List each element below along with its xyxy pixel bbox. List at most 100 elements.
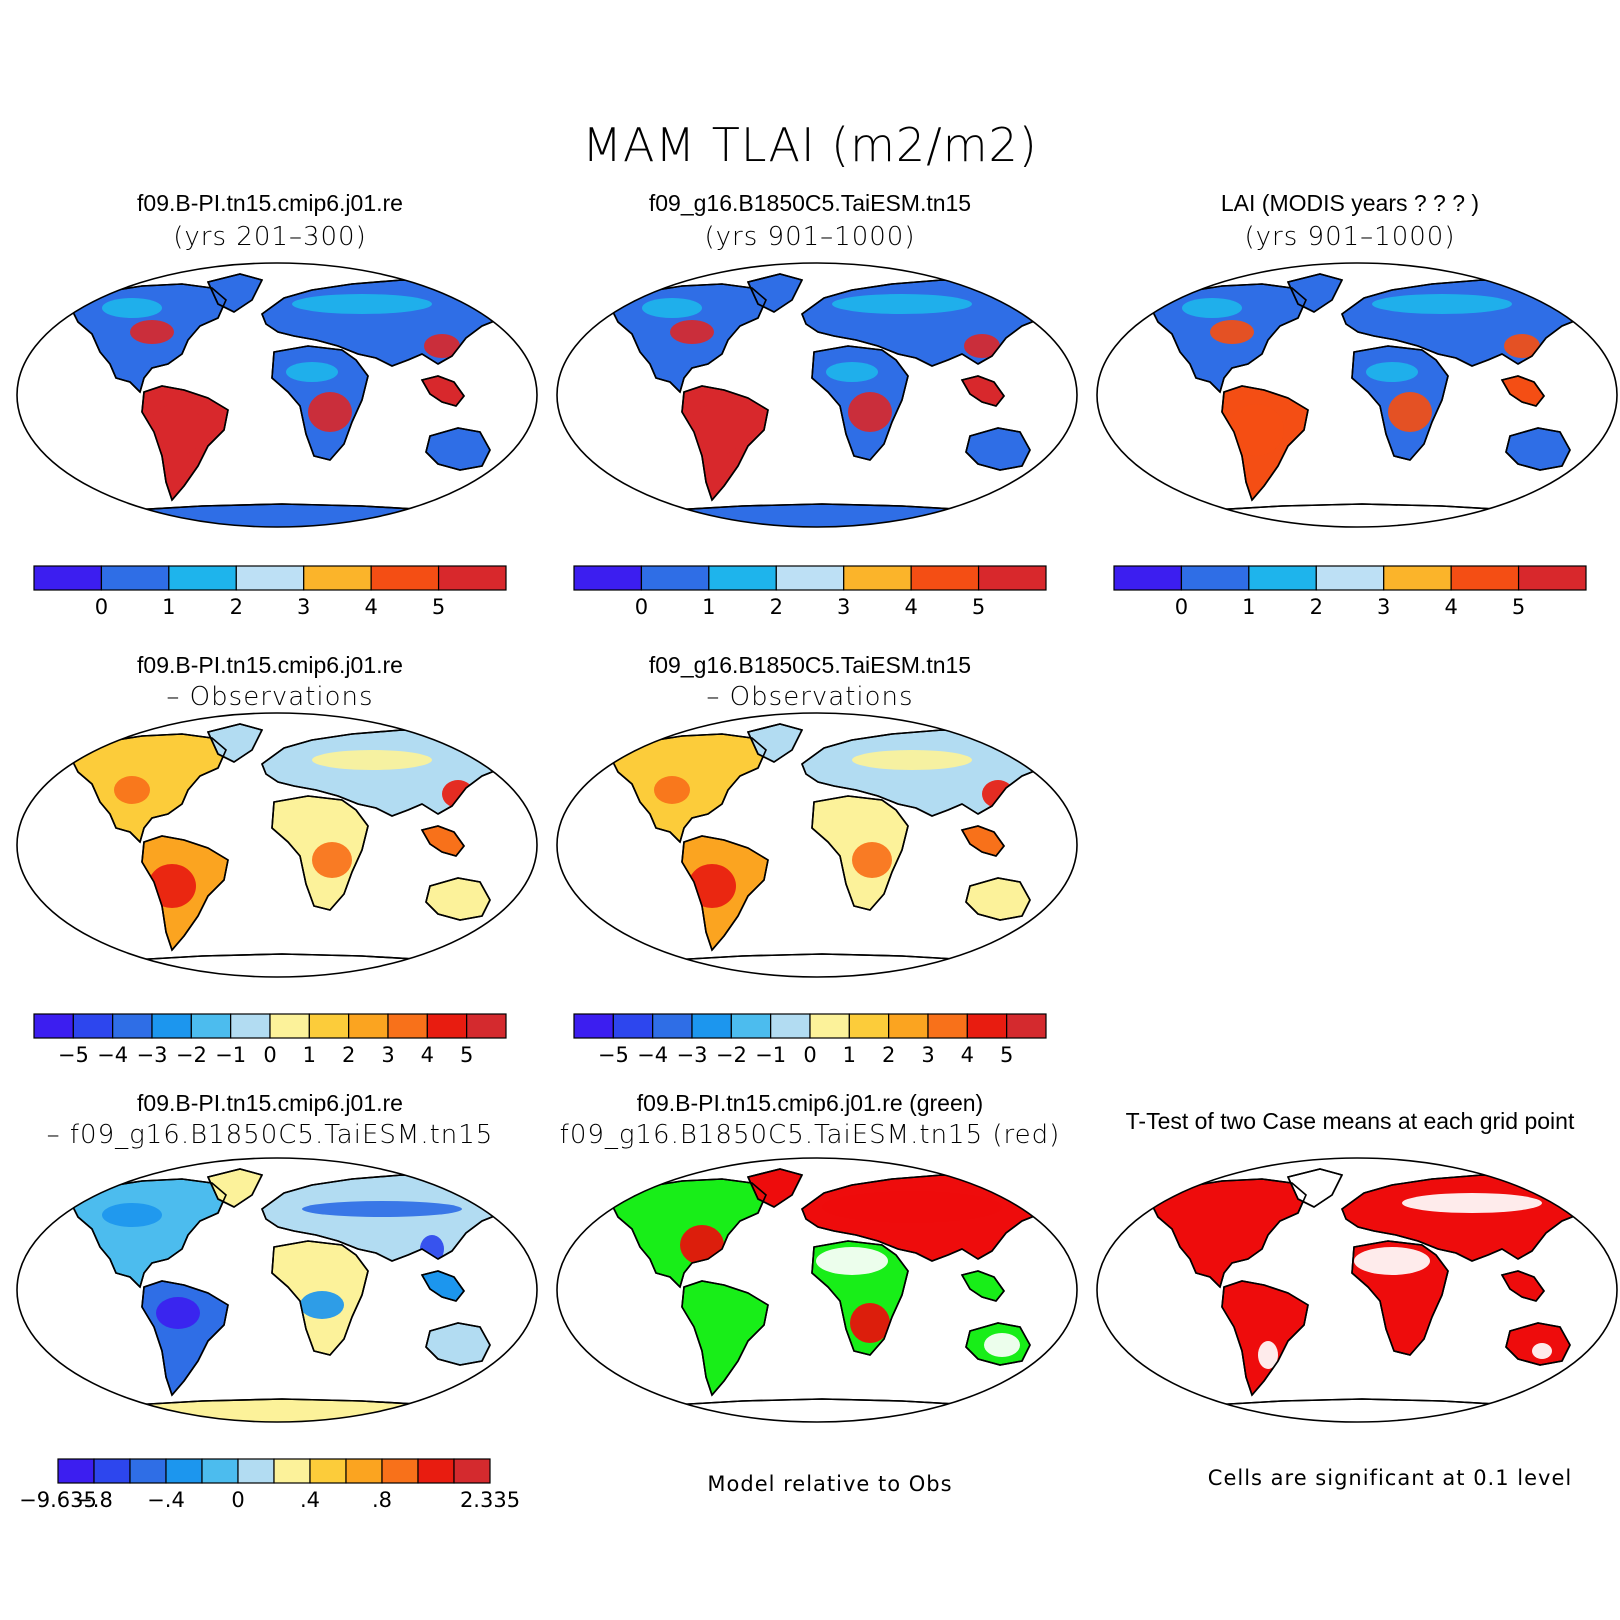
shading-patch <box>1182 298 1242 318</box>
coastline <box>1500 375 1546 407</box>
coastline <box>425 427 491 471</box>
coastline <box>206 723 264 763</box>
coastline <box>811 1240 909 1356</box>
colorbar-swatch <box>235 565 305 591</box>
shading-patch <box>654 776 690 804</box>
coastline <box>1221 385 1309 502</box>
coastline <box>1351 1240 1449 1356</box>
shading-patch <box>848 392 892 432</box>
colorbar-tick-label: 1 <box>1242 595 1255 619</box>
coastline <box>271 345 369 461</box>
shading-patch <box>852 842 892 878</box>
colorbar-tick-label: 1 <box>303 1043 316 1067</box>
coastline <box>746 723 804 763</box>
colorbar-swatch <box>303 565 372 591</box>
colorbar-tick-label: −5 <box>598 1043 629 1067</box>
coastline <box>141 835 229 952</box>
coastline <box>425 1322 491 1366</box>
colorbar-tick-label: 4 <box>961 1043 974 1067</box>
colorbar-tick-label: .8 <box>372 1488 392 1512</box>
colorbar-swatch <box>100 565 170 591</box>
colorbar-swatch <box>381 1458 419 1484</box>
colorbar-tick-label: 0 <box>1175 595 1188 619</box>
colorbar-tick-label: 4 <box>904 595 917 619</box>
coastline <box>1148 1178 1307 1289</box>
colorbar-swatch <box>129 1458 167 1484</box>
coastline <box>801 729 1054 817</box>
colorbar-swatch <box>770 1013 811 1039</box>
shading-patch <box>670 320 714 344</box>
shading-patch <box>1372 294 1512 314</box>
colorbar-swatch <box>165 1458 203 1484</box>
colorbar-swatch <box>230 1013 271 1039</box>
coastline <box>960 375 1006 407</box>
panel-7-subtitle: f09_g16.B1850C5.TaiESM.tn15 (red) <box>559 1120 1061 1150</box>
map-panel-1 <box>16 262 538 528</box>
shading-patch <box>102 1203 162 1227</box>
shading-patch <box>156 1297 200 1329</box>
coastline <box>681 1280 769 1397</box>
colorbar-swatch <box>1450 565 1520 591</box>
map-border <box>16 262 538 528</box>
shading-patch <box>308 392 352 432</box>
colorbar-swatch <box>57 1458 95 1484</box>
colorbar-swatch <box>168 565 237 591</box>
colorbar-tick-label: 2 <box>882 1043 895 1067</box>
shading-patch <box>826 362 878 382</box>
colorbar-swatch <box>977 565 1047 591</box>
shading-patch <box>1532 1343 1552 1359</box>
coastline <box>1221 1280 1309 1397</box>
shading-patch <box>982 780 1014 808</box>
coastline <box>1148 283 1307 394</box>
colorbar-tick-label: −.4 <box>147 1488 185 1512</box>
coastline <box>965 1322 1031 1366</box>
colorbar-tick-label: −1 <box>755 1043 786 1067</box>
colorbar-swatch <box>708 565 777 591</box>
colorbar-tick-label: 2.335 <box>460 1488 520 1512</box>
colorbar-swatch <box>775 565 845 591</box>
colorbar-tick-label: 3 <box>837 595 850 619</box>
map-panel-3 <box>1096 262 1618 528</box>
panel-6-subtitle: – f09_g16.B1850C5.TaiESM.tn15 <box>46 1120 494 1150</box>
panel-1-subtitle: (yrs 201–300) <box>173 222 367 252</box>
coastline <box>608 733 767 844</box>
shading-patch <box>688 864 736 908</box>
colorbar-tick-label: 1 <box>702 595 715 619</box>
map-panel-6 <box>16 1157 538 1423</box>
colorbar-swatch <box>848 1013 890 1039</box>
coastline <box>68 733 227 844</box>
shading-patch <box>442 780 474 808</box>
shading-patch <box>1504 334 1540 358</box>
shading-patch <box>1228 404 1284 456</box>
colorbar-tick-label: 5 <box>1000 1043 1013 1067</box>
colorbar-panel-1: 0 1 2 3 4 5 <box>33 565 507 619</box>
colorbar-tick-label: 4 <box>421 1043 434 1067</box>
figure-title: MAM TLAI (m2/m2) <box>582 118 1038 172</box>
shading-patch <box>816 1247 888 1275</box>
shading-patch <box>850 1303 890 1343</box>
colorbar-swatch <box>273 1458 311 1484</box>
colorbar-tick-label: 4 <box>364 595 377 619</box>
colorbar-tick-label: 2 <box>770 595 783 619</box>
coastline <box>1505 1322 1571 1366</box>
colorbar-swatch <box>1113 565 1183 591</box>
coastline <box>79 503 474 527</box>
colorbar-swatch <box>640 565 710 591</box>
coastline <box>1351 345 1449 461</box>
colorbar-swatch <box>1006 1013 1047 1039</box>
map-border <box>556 712 1078 978</box>
shading-patch <box>302 1201 462 1217</box>
coastline <box>746 273 804 313</box>
coastline <box>425 877 491 921</box>
shading-patch <box>832 294 972 314</box>
shading-patch <box>822 802 882 818</box>
shading-patch <box>1388 392 1432 432</box>
coastline <box>261 729 514 817</box>
colorbar-tick-label: −4 <box>637 1043 668 1067</box>
colorbar-tick-label: 2 <box>1310 595 1323 619</box>
coastline <box>608 283 767 394</box>
panel-2-subtitle: (yrs 901–1000) <box>704 222 916 252</box>
colorbar-swatch <box>151 1013 192 1039</box>
coastline <box>608 1178 767 1289</box>
colorbar-swatch <box>93 1458 131 1484</box>
